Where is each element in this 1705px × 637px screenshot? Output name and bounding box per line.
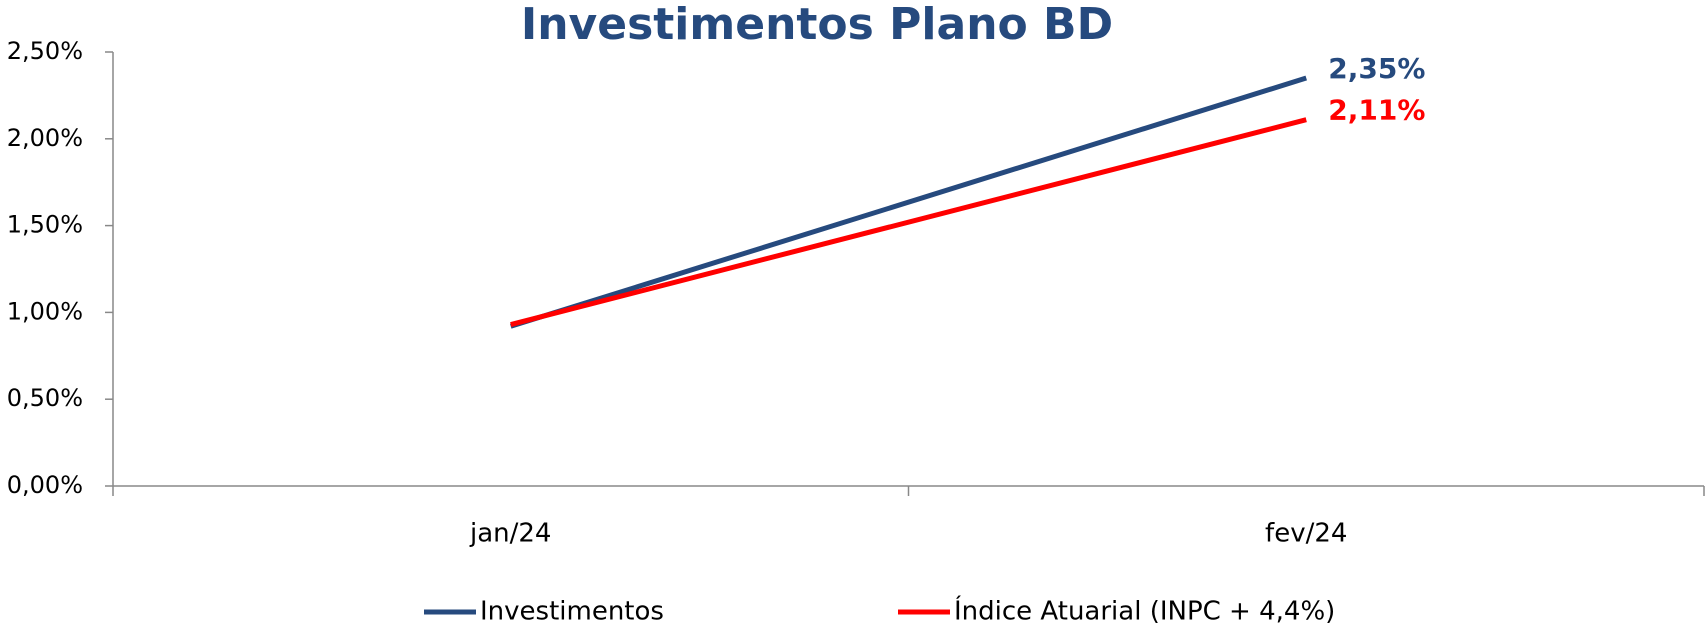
series-line bbox=[510, 75, 1307, 329]
y-tick-label: 0,50% bbox=[7, 384, 83, 412]
x-tick-label: fev/24 bbox=[1265, 519, 1347, 549]
legend-label: Índice Atuarial (INPC + 4,4%) bbox=[954, 595, 1335, 627]
y-tick-label: 0,00% bbox=[7, 471, 83, 499]
y-tick-label: 2,00% bbox=[7, 124, 83, 152]
series-line bbox=[510, 117, 1307, 327]
legend-label: Investimentos bbox=[480, 597, 664, 627]
data-label: 2,35% bbox=[1328, 52, 1425, 85]
y-tick-label: 1,00% bbox=[7, 297, 83, 325]
y-tick-label: 2,50% bbox=[7, 37, 83, 65]
data-label: 2,11% bbox=[1328, 94, 1425, 127]
x-tick-label: jan/24 bbox=[469, 519, 551, 549]
chart-title: Investimentos Plano BD bbox=[521, 0, 1113, 50]
y-tick-label: 1,50% bbox=[7, 211, 83, 239]
